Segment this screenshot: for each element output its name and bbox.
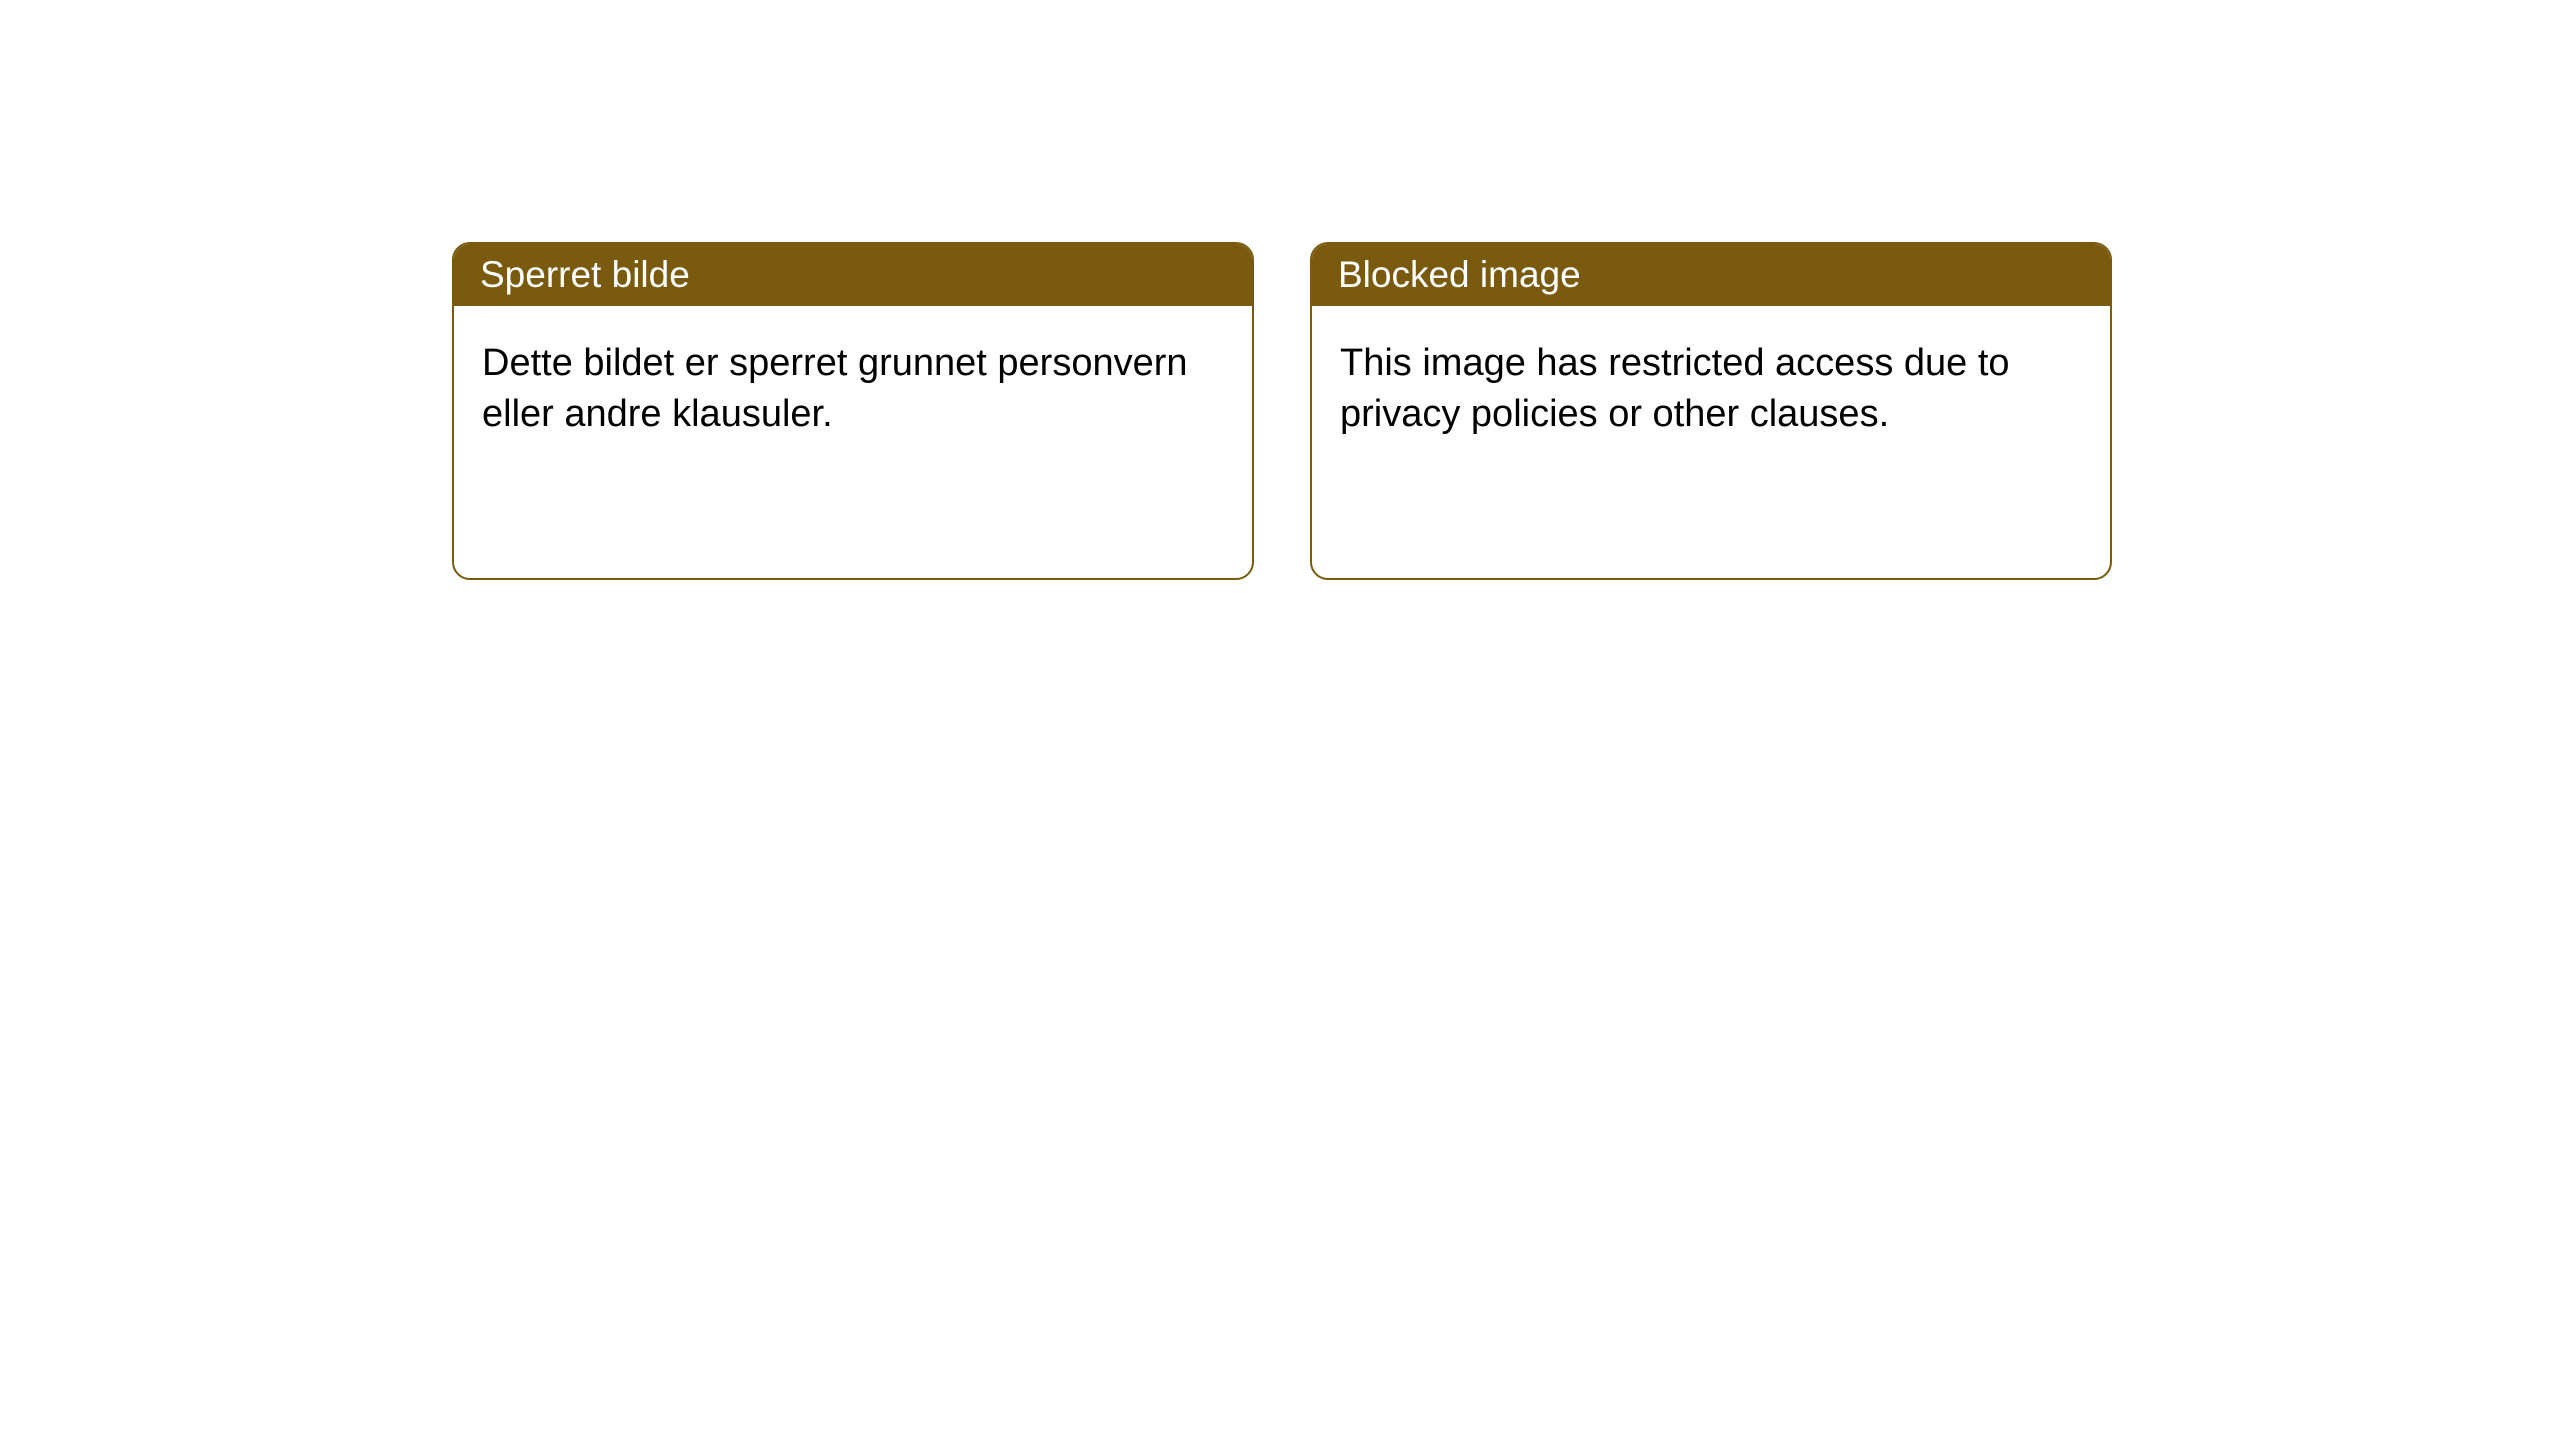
notice-body-text: Dette bildet er sperret grunnet personve… — [482, 342, 1188, 435]
notice-card-body: This image has restricted access due to … — [1312, 306, 2110, 473]
notice-card-header: Blocked image — [1312, 244, 2110, 306]
notice-card-en: Blocked image This image has restricted … — [1310, 242, 2112, 580]
notice-header-text: Sperret bilde — [480, 254, 690, 295]
notice-card-header: Sperret bilde — [454, 244, 1252, 306]
notice-body-text: This image has restricted access due to … — [1340, 342, 2010, 435]
notice-cards-container: Sperret bilde Dette bildet er sperret gr… — [452, 242, 2112, 580]
notice-card-body: Dette bildet er sperret grunnet personve… — [454, 306, 1252, 473]
notice-header-text: Blocked image — [1338, 254, 1581, 295]
notice-card-no: Sperret bilde Dette bildet er sperret gr… — [452, 242, 1254, 580]
